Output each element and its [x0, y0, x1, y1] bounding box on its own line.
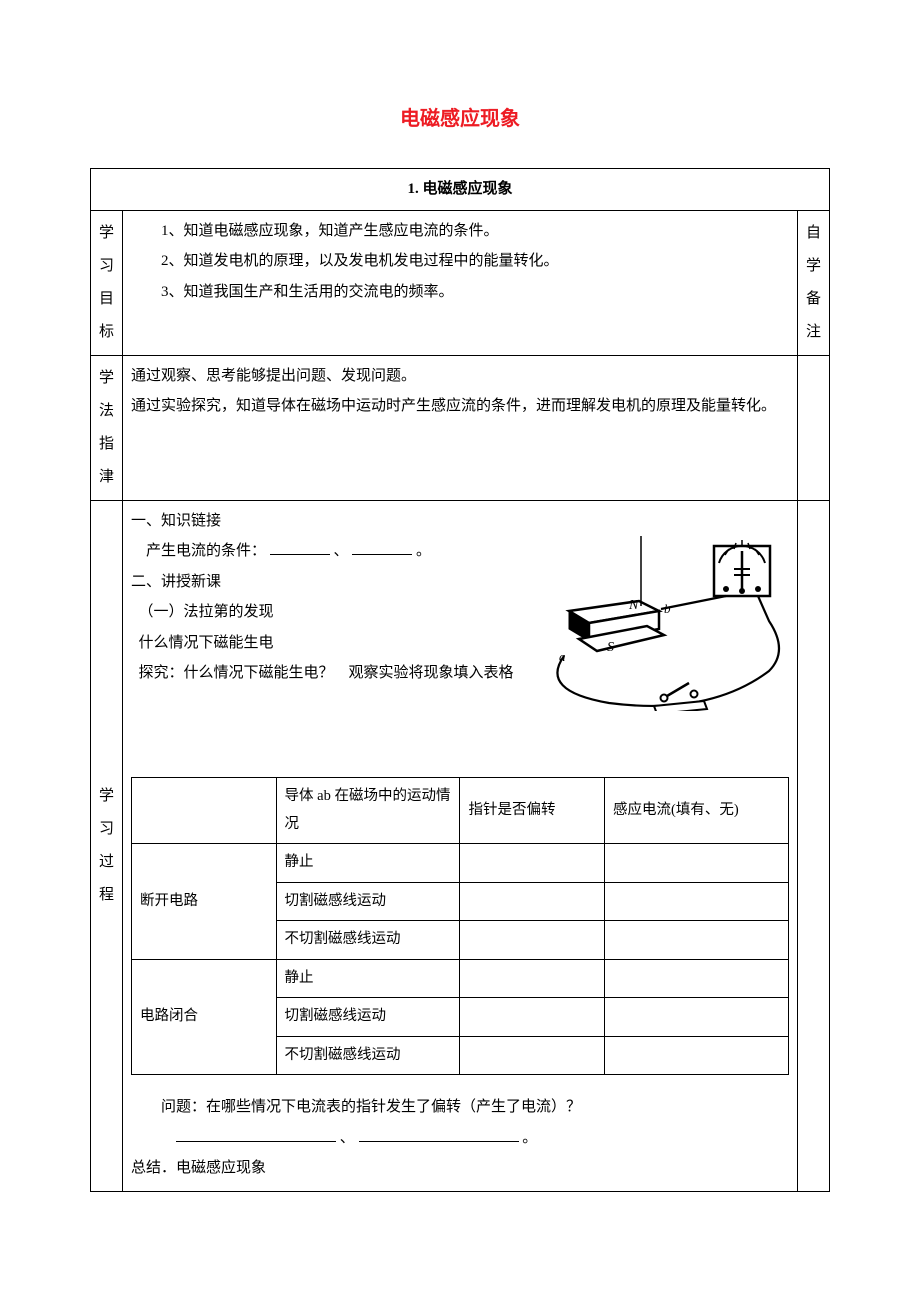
answer-suffix: 。 — [522, 1130, 537, 1146]
table-cell[interactable] — [460, 1036, 605, 1075]
label-objectives-char: 目 — [99, 283, 114, 316]
label-objectives-char: 标 — [99, 316, 114, 349]
objective-line: 3、知道我国生产和生活用的交流电的频率。 — [131, 278, 789, 307]
objective-line: 2、知道发电机的原理，以及发电机发电过程中的能量转化。 — [131, 247, 789, 276]
table-header-cell: 指针是否偏转 — [460, 778, 605, 844]
label-notes-char: 注 — [806, 316, 821, 349]
magnet-icon: N S — [569, 598, 664, 655]
table-cell[interactable] — [460, 844, 605, 883]
table-group-label: 断开电路 — [132, 844, 277, 960]
table-cell[interactable] — [605, 998, 789, 1037]
switch-icon — [654, 683, 707, 711]
table-header-cell: 感应电流(填有、无) — [605, 778, 789, 844]
table-row: 导体 ab 在磁场中的运动情况 指针是否偏转 感应电流(填有、无) — [132, 778, 789, 844]
blank-input[interactable] — [270, 540, 330, 555]
blank-input[interactable] — [176, 1127, 336, 1142]
table-row: 电路闭合 静止 — [132, 959, 789, 998]
label-process-char: 过 — [99, 846, 114, 879]
main-table: 1. 电磁感应现象 学 习 目 标 1、知道电磁感应现象，知道产生感应电流的条件… — [90, 168, 830, 1192]
blank-input[interactable] — [352, 540, 412, 555]
svg-text:N: N — [628, 598, 639, 613]
experiment-diagram: N S a b — [529, 511, 789, 722]
table-cell: 静止 — [276, 959, 460, 998]
table-cell[interactable] — [460, 921, 605, 960]
galvanometer-icon — [714, 540, 770, 596]
notes-cell — [797, 355, 829, 500]
objective-line: 1、知道电磁感应现象，知道产生感应电流的条件。 — [131, 217, 789, 246]
table-cell[interactable] — [605, 882, 789, 921]
blank-input[interactable] — [359, 1127, 519, 1142]
conditions-sep: 、 — [334, 543, 349, 559]
table-cell: 不切割磁感线运动 — [276, 1036, 460, 1075]
page-title: 电磁感应现象 — [90, 100, 830, 138]
label-objectives: 学 习 目 标 — [91, 210, 123, 355]
label-objectives-char: 学 — [99, 217, 114, 250]
label-process: 学 习 过 程 — [91, 500, 123, 1191]
answer-blanks: 、 。 — [131, 1124, 789, 1153]
table-cell[interactable] — [460, 959, 605, 998]
label-methods-char: 指 — [99, 428, 114, 461]
notes-cell — [797, 500, 829, 1191]
table-cell[interactable] — [605, 1036, 789, 1075]
diagram-svg: N S a b — [529, 511, 789, 711]
methods-line: 通过观察、思考能够提出问题、发现问题。 — [131, 362, 789, 391]
table-cell: 静止 — [276, 844, 460, 883]
label-methods: 学 法 指 津 — [91, 355, 123, 500]
section-header: 1. 电磁感应现象 — [91, 169, 830, 211]
svg-text:S: S — [607, 640, 614, 655]
table-cell[interactable] — [460, 882, 605, 921]
table-header-cell — [132, 778, 277, 844]
table-cell: 不切割磁感线运动 — [276, 921, 460, 960]
conditions-prefix: 产生电流的条件： — [146, 543, 266, 559]
explore-prefix: 探究：什么情况下磁能生电？ — [139, 665, 334, 681]
table-cell: 切割磁感线运动 — [276, 882, 460, 921]
objectives-content: 1、知道电磁感应现象，知道产生感应电流的条件。 2、知道发电机的原理，以及发电机… — [123, 210, 798, 355]
label-methods-char: 津 — [99, 461, 114, 494]
summary-line: 总结．电磁感应现象 — [131, 1154, 789, 1183]
table-cell[interactable] — [605, 844, 789, 883]
methods-content: 通过观察、思考能够提出问题、发现问题。 通过实验探究，知道导体在磁场中运动时产生… — [123, 355, 798, 500]
table-row: 断开电路 静止 — [132, 844, 789, 883]
label-methods-char: 学 — [99, 362, 114, 395]
label-notes: 自 学 备 注 — [797, 210, 829, 355]
table-group-label: 电路闭合 — [132, 959, 277, 1075]
process-content: N S a b — [123, 500, 798, 1191]
label-objectives-char: 习 — [99, 250, 114, 283]
label-process-char: 学 — [99, 780, 114, 813]
table-header-cell: 导体 ab 在磁场中的运动情况 — [276, 778, 460, 844]
experiment-table: 导体 ab 在磁场中的运动情况 指针是否偏转 感应电流(填有、无) 断开电路 静… — [131, 777, 789, 1075]
methods-line: 通过实验探究，知道导体在磁场中运动时产生感应流的条件，进而理解发电机的原理及能量… — [131, 392, 789, 421]
label-methods-char: 法 — [99, 395, 114, 428]
table-cell: 切割磁感线运动 — [276, 998, 460, 1037]
table-cell[interactable] — [460, 998, 605, 1037]
question-observation: 问题：在哪些情况下电流表的指针发生了偏转（产生了电流）？ — [131, 1093, 789, 1122]
explore-suffix: 观察实验将现象填入表格 — [349, 665, 514, 681]
label-process-char: 程 — [99, 879, 114, 912]
label-notes-char: 备 — [806, 283, 821, 316]
label-process-char: 习 — [99, 813, 114, 846]
table-cell[interactable] — [605, 959, 789, 998]
label-notes-char: 自 — [806, 217, 821, 250]
conditions-suffix: 。 — [416, 543, 431, 559]
label-notes-char: 学 — [806, 250, 821, 283]
answer-sep: 、 — [340, 1130, 355, 1146]
table-cell[interactable] — [605, 921, 789, 960]
